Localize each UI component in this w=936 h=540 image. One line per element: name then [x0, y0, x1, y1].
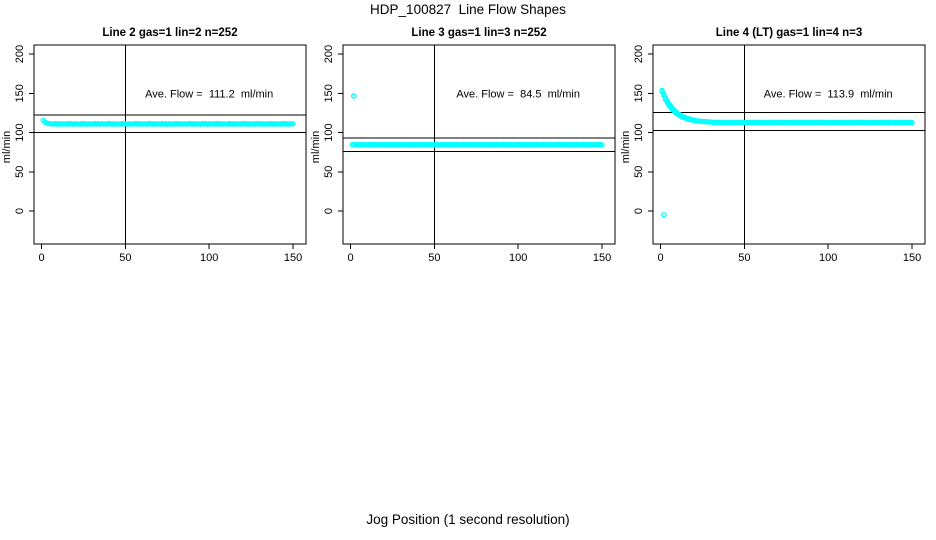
- ave-flow-annotation: Ave. Flow = 111.2 ml/min: [145, 88, 273, 100]
- page-title: HDP_100827 Line Flow Shapes: [370, 2, 566, 17]
- data-points: [349, 93, 605, 148]
- y-tick-label: 100: [633, 123, 645, 141]
- y-tick-label: 150: [633, 84, 645, 102]
- ave-flow-annotation: Ave. Flow = 84.5 ml/min: [456, 88, 580, 100]
- x-tick-label: 100: [819, 252, 837, 264]
- outlier-point: [660, 212, 667, 218]
- x-tick-label: 50: [738, 252, 750, 264]
- y-tick-label: 0: [14, 208, 26, 214]
- y-tick-label: 200: [323, 45, 335, 63]
- panel-title-line-4: Line 4 (LT) gas=1 lin=4 n=3: [715, 27, 863, 39]
- x-tick-label: 0: [347, 252, 353, 264]
- y-tick-label: 50: [323, 166, 335, 178]
- x-tick-label: 100: [509, 252, 527, 264]
- y-axis-label: ml/min: [1, 131, 13, 163]
- y-tick-label: 200: [14, 45, 26, 63]
- panel-title-line-2: Line 2 gas=1 lin=2 n=252: [102, 27, 238, 39]
- x-axis-label: Jog Position (1 second resolution): [366, 512, 570, 527]
- x-tick-label: 150: [284, 252, 302, 264]
- y-axis-label: ml/min: [620, 131, 632, 163]
- data-points: [659, 87, 915, 218]
- x-tick-label: 50: [428, 252, 440, 264]
- y-tick-label: 150: [323, 84, 335, 102]
- y-tick-label: 0: [323, 208, 335, 214]
- plot-svg-line-4: 0 50 100 150 0 50 100 150 200 ml/min Ave. Flow = 1…: [620, 44, 926, 264]
- plot-svg-line-2: 0 50 100 150 0 50 100 150 200 ml/min Ave. Flow = 1…: [1, 44, 307, 264]
- y-tick-label: 50: [14, 166, 26, 178]
- y-tick-label: 100: [14, 123, 26, 141]
- x-tick-label: 50: [119, 252, 131, 264]
- x-tick-label: 100: [200, 252, 218, 264]
- plot-svg-line-3: 0 50 100 150 0 50 100 150 200 ml/min Ave. Flow = 8…: [310, 44, 616, 264]
- panel-title-line-3: Line 3 gas=1 lin=3 n=252: [411, 27, 547, 39]
- data-points: [40, 117, 296, 127]
- x-tick-label: 0: [657, 252, 663, 264]
- x-tick-label: 150: [593, 252, 611, 264]
- x-tick-label: 150: [903, 252, 921, 264]
- y-tick-label: 150: [14, 84, 26, 102]
- ave-flow-annotation: Ave. Flow = 113.9 ml/min: [764, 88, 893, 100]
- x-tick-label: 0: [38, 252, 44, 264]
- y-tick-label: 100: [323, 123, 335, 141]
- y-axis-label: ml/min: [310, 131, 322, 163]
- y-tick-label: 0: [633, 208, 645, 214]
- y-tick-label: 50: [633, 166, 645, 178]
- y-tick-label: 200: [633, 45, 645, 63]
- outlier-point: [350, 93, 357, 99]
